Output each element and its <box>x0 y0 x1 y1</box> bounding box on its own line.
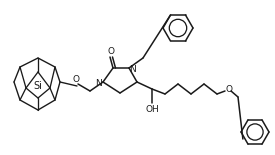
Text: N: N <box>96 78 102 88</box>
Text: O: O <box>226 84 232 93</box>
Text: N: N <box>130 64 136 73</box>
Text: O: O <box>73 75 79 84</box>
Text: OH: OH <box>145 106 159 115</box>
Text: O: O <box>108 47 114 57</box>
Text: Si: Si <box>34 81 42 91</box>
